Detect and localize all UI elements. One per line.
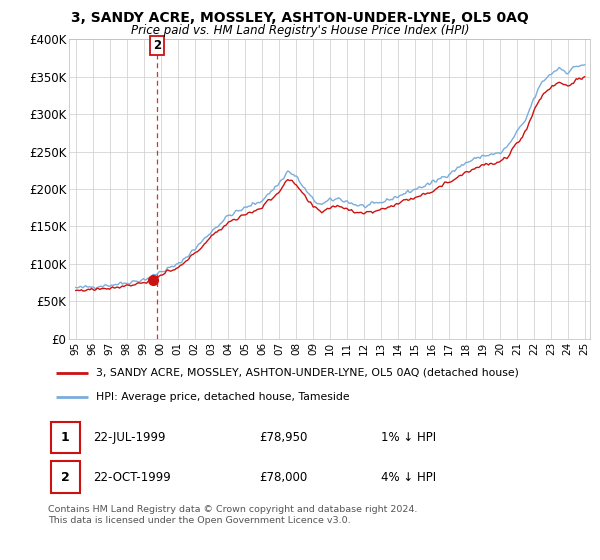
Text: £78,950: £78,950 — [259, 431, 308, 444]
Text: 3, SANDY ACRE, MOSSLEY, ASHTON-UNDER-LYNE, OL5 0AQ (detached house): 3, SANDY ACRE, MOSSLEY, ASHTON-UNDER-LYN… — [95, 368, 518, 378]
Text: 22-JUL-1999: 22-JUL-1999 — [93, 431, 166, 444]
Text: 22-OCT-1999: 22-OCT-1999 — [93, 470, 170, 484]
Bar — [50, 422, 80, 453]
Text: 2: 2 — [61, 470, 70, 484]
Text: 1% ↓ HPI: 1% ↓ HPI — [380, 431, 436, 444]
Text: 3, SANDY ACRE, MOSSLEY, ASHTON-UNDER-LYNE, OL5 0AQ: 3, SANDY ACRE, MOSSLEY, ASHTON-UNDER-LYN… — [71, 11, 529, 25]
Text: 2: 2 — [154, 39, 161, 52]
Text: 1: 1 — [61, 431, 70, 444]
Bar — [50, 461, 80, 493]
Text: HPI: Average price, detached house, Tameside: HPI: Average price, detached house, Tame… — [95, 392, 349, 402]
Text: Contains HM Land Registry data © Crown copyright and database right 2024.
This d: Contains HM Land Registry data © Crown c… — [48, 505, 418, 525]
Text: Price paid vs. HM Land Registry's House Price Index (HPI): Price paid vs. HM Land Registry's House … — [131, 24, 469, 36]
Text: £78,000: £78,000 — [259, 470, 307, 484]
Text: 4% ↓ HPI: 4% ↓ HPI — [380, 470, 436, 484]
